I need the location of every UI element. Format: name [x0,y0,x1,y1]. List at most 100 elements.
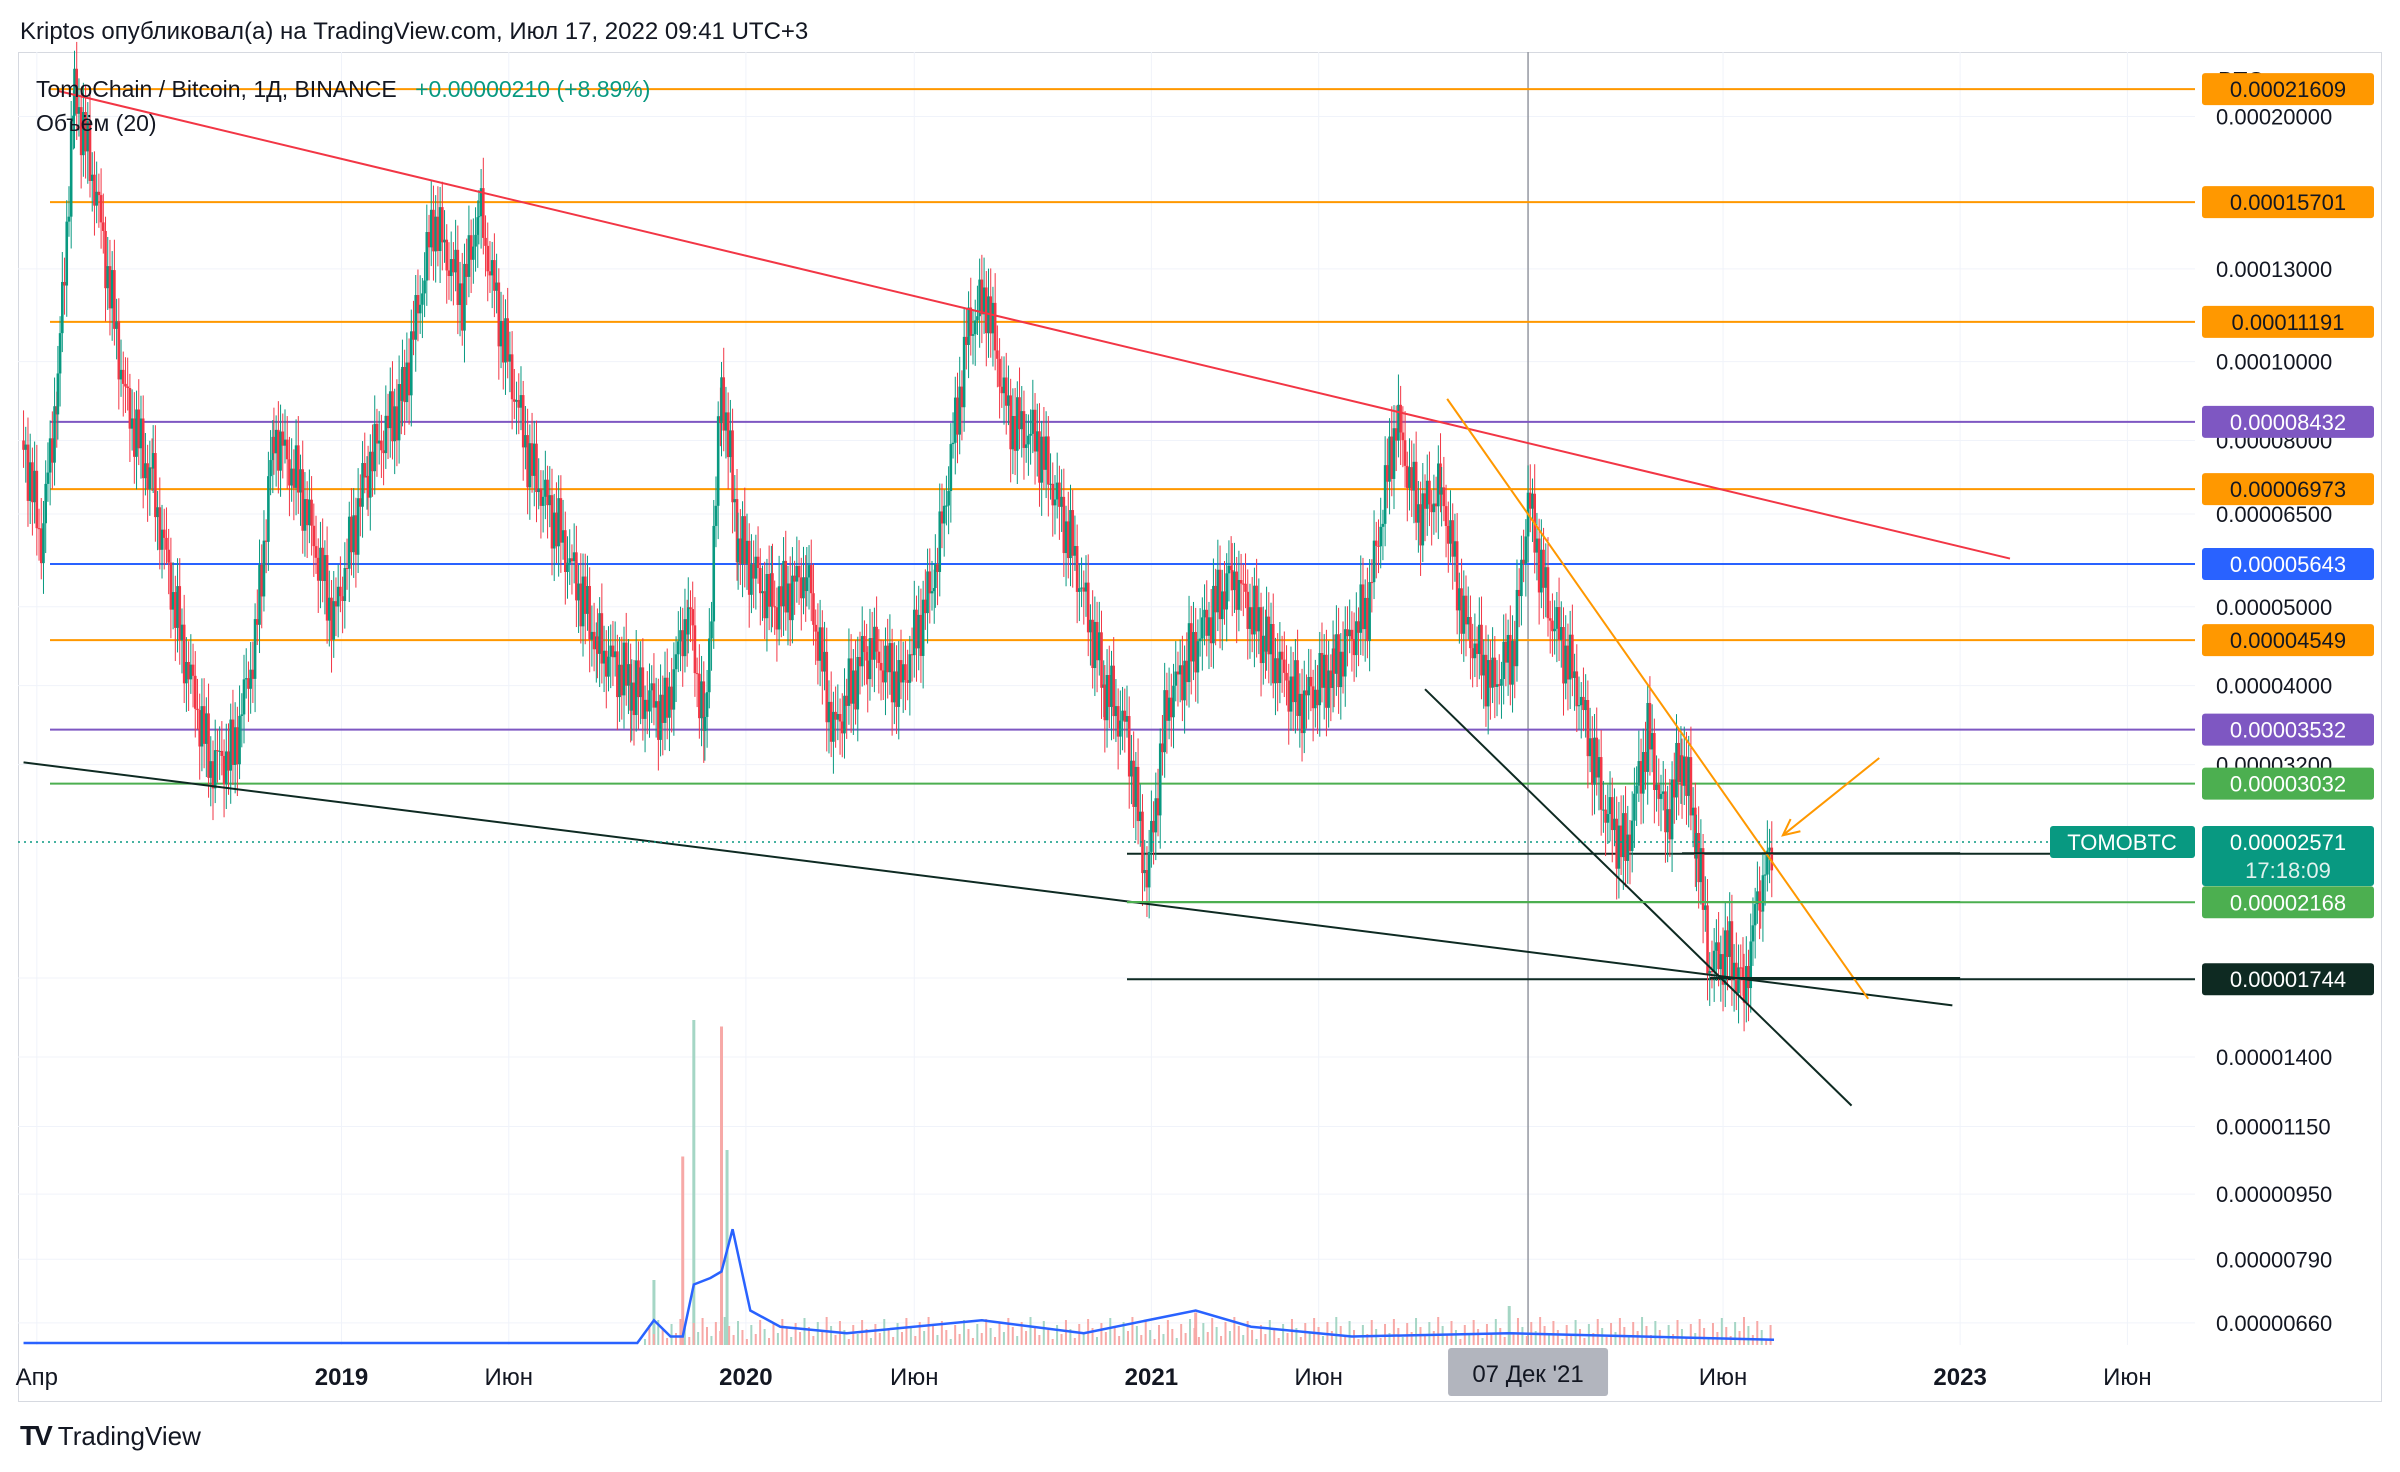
volume-bar [1459,1339,1462,1345]
candle-body [1639,761,1643,794]
candle-body [754,556,758,579]
volume-bar [1251,1330,1254,1345]
level-price-badge [2202,547,2374,580]
candle-body [1756,891,1759,905]
candle-body [938,511,942,572]
candle-body [482,188,485,238]
candle-body [639,667,642,698]
candle-body [993,302,997,351]
volume-bar [803,1318,806,1345]
candle-body [277,429,280,471]
candle-body [904,664,907,681]
candle-body [283,439,287,446]
volume-bar [1707,1337,1710,1345]
y-tick-label: 0.00010000 [2216,350,2332,375]
candle-body [1044,436,1048,470]
candle-body [630,682,634,711]
candle-body [61,281,64,334]
volume-bar [1228,1331,1231,1345]
candle-body [960,386,964,408]
volume-bar [1672,1334,1675,1345]
candle-body [1073,546,1077,556]
candle-body [144,463,147,479]
volume-bar [1064,1320,1067,1345]
candle-body [1535,538,1539,553]
candle-body [823,651,826,672]
volume-bar [1654,1321,1657,1345]
candle-body [962,336,966,408]
candle-body [1624,813,1627,861]
candle-body [1370,582,1374,584]
candle-body [1715,942,1718,951]
volume-bar [1490,1333,1493,1345]
volume-legend[interactable]: Объём (20) [36,110,157,136]
candle-body [371,451,374,472]
volume-bar [1158,1325,1161,1345]
candle-body [222,755,226,785]
candle-body [1007,395,1010,406]
candle-body [339,586,342,597]
candle-body [247,678,250,689]
candle-body [1697,832,1700,883]
candle-body [1309,676,1313,687]
candle-body [1717,942,1720,970]
candle-body [393,406,396,442]
volume-bar [1592,1333,1595,1345]
volume-bar [896,1323,899,1345]
x-tick-label: 2020 [719,1364,772,1391]
candle-body [568,558,572,563]
level-price-label: 0.00011191 [2232,310,2345,335]
candle-body [1020,411,1024,430]
volume-bar [918,1322,921,1345]
candle-body [1035,431,1039,452]
candle-body [971,334,975,336]
candle-body [1225,573,1229,610]
candle-body [1577,705,1581,707]
volume-bar [940,1321,943,1345]
candle-body [477,216,481,218]
candle-body [388,391,392,429]
candle-body [1680,755,1684,786]
candle-body [1194,632,1197,673]
candle-body [1178,665,1182,675]
volume-bar [643,1339,646,1345]
trendline [57,89,2011,560]
candle-body [405,362,409,403]
volume-bar [967,1329,970,1345]
candle-body [290,468,293,486]
symbol-name[interactable]: TomoChain / Bitcoin, 1Д, BINANCE [36,76,397,102]
candle-body [1475,643,1479,654]
candle-body [1528,492,1532,509]
volume-bar [892,1337,895,1345]
candle-body [1509,634,1512,685]
candle-body [1337,634,1340,688]
volume-bar [1193,1328,1196,1345]
volume-bar [1215,1327,1218,1345]
candle-body [1300,693,1304,734]
candle-body [1027,435,1030,445]
candle-body [1116,706,1120,737]
candle-body [881,670,885,683]
candle-body [180,624,184,641]
candle-body [384,415,388,454]
candle-body [1237,580,1241,610]
candle-body [634,660,638,716]
candle-body [613,651,617,658]
candle-body [1203,609,1206,618]
candle-body [508,354,512,362]
candle-body [765,573,769,619]
volume-bar [1698,1319,1701,1345]
volume-bar [1051,1339,1054,1345]
candle-body [802,577,805,599]
candle-body [632,682,636,716]
footer-brand[interactable]: TV TradingView [20,1420,201,1452]
volume-bar [874,1324,877,1345]
level-price-badge [2202,305,2374,338]
candle-body [165,537,168,550]
candle-body [130,418,134,429]
candle-body [488,271,492,276]
level-price-label: 0.00021609 [2230,77,2346,102]
volume-bar [1756,1321,1759,1345]
candle-body [1307,676,1310,696]
